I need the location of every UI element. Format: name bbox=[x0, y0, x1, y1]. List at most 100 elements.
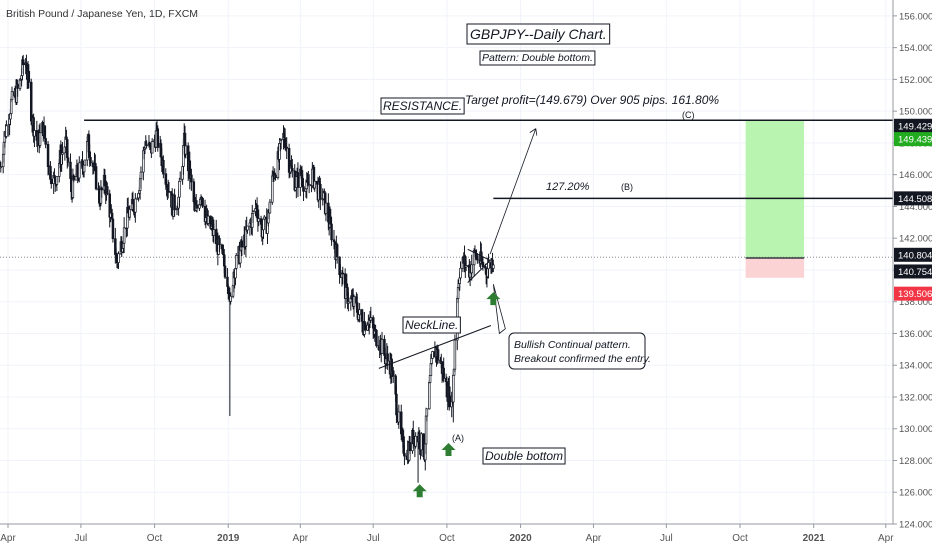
annotation-fib-127: 127.20% bbox=[546, 181, 590, 193]
candle-body bbox=[436, 349, 440, 361]
price-tag-resistance-label: 149.429 bbox=[898, 121, 932, 132]
candle-body bbox=[50, 178, 53, 185]
candle-body bbox=[162, 159, 165, 175]
candle-body bbox=[285, 146, 288, 149]
candle-body bbox=[74, 176, 78, 181]
neckline-line bbox=[378, 325, 492, 369]
annotation-neckline: NeckLine. bbox=[405, 318, 458, 332]
candle-body bbox=[324, 202, 328, 214]
loss-zone bbox=[745, 257, 805, 278]
y-tick-label: 136.000 bbox=[899, 329, 932, 340]
candle-body bbox=[55, 176, 59, 185]
candle-body bbox=[178, 178, 182, 182]
candle-body bbox=[263, 216, 266, 220]
x-tick-label: Jul bbox=[367, 533, 380, 544]
candle-body bbox=[33, 130, 36, 137]
triangle-lower bbox=[467, 260, 491, 283]
candle-body bbox=[397, 411, 401, 423]
candle-body bbox=[16, 83, 19, 89]
candle-body bbox=[134, 198, 137, 213]
candle-body bbox=[195, 204, 199, 209]
y-tick-label: 132.000 bbox=[899, 392, 932, 403]
candle-body bbox=[128, 209, 131, 218]
candle-body bbox=[139, 171, 143, 180]
candle-body bbox=[369, 317, 373, 321]
candle-body bbox=[251, 211, 255, 214]
price-tag-current-label: 140.754 bbox=[898, 267, 932, 278]
callout-box bbox=[508, 332, 646, 370]
candle-body bbox=[178, 180, 181, 198]
x-tick-label: Jul bbox=[74, 533, 87, 544]
candle-body bbox=[167, 191, 171, 193]
candle-body bbox=[313, 180, 317, 189]
x-tick-label: Apr bbox=[586, 533, 602, 544]
candle-body bbox=[428, 375, 432, 383]
candle-body bbox=[94, 166, 98, 190]
x-tick-label: Oct bbox=[439, 533, 455, 544]
y-tick-label: 138.000 bbox=[899, 297, 932, 308]
x-tick-label: Oct bbox=[732, 533, 748, 544]
price-tag-resistance bbox=[894, 118, 932, 133]
up-arrow-breakout bbox=[486, 292, 501, 306]
annotation-title: GBPJPY--Daily Chart. bbox=[470, 26, 607, 42]
candle-body bbox=[173, 194, 176, 211]
candle-body bbox=[448, 386, 451, 408]
candle-body bbox=[428, 382, 431, 410]
candle-body bbox=[117, 253, 120, 263]
candle-body bbox=[145, 144, 148, 147]
annotation-bullish-note-line1: Bullish Continual pattern. bbox=[514, 339, 631, 351]
annotation-box-pattern bbox=[479, 50, 596, 66]
candle-body bbox=[223, 265, 227, 278]
candle-body bbox=[363, 322, 367, 331]
candle-body bbox=[206, 215, 210, 224]
candle-body bbox=[78, 162, 81, 179]
annotation-label-a: (A) bbox=[452, 433, 464, 443]
y-tick-label: 126.000 bbox=[899, 488, 932, 499]
position-box-layer bbox=[0, 120, 893, 278]
projection-arrow-head bbox=[529, 128, 538, 136]
candle-body bbox=[358, 309, 361, 315]
candle-body bbox=[184, 145, 188, 155]
candle-body bbox=[150, 141, 154, 154]
candle-body bbox=[414, 435, 417, 447]
candle-body bbox=[470, 264, 473, 274]
candle-body bbox=[61, 152, 64, 155]
price-tag-target bbox=[894, 132, 932, 147]
x-tick-label: Apr bbox=[0, 533, 16, 544]
x-tick-label: Apr bbox=[293, 533, 309, 544]
annotation-pattern: Pattern: Double bottom. bbox=[482, 52, 593, 64]
x-tick-label: Jul bbox=[660, 533, 673, 544]
candle-body bbox=[296, 172, 300, 188]
candle-body bbox=[212, 229, 216, 236]
y-tick-label: 146.000 bbox=[899, 170, 932, 181]
candle-body bbox=[476, 255, 479, 261]
y-tick-label: 150.000 bbox=[899, 107, 932, 118]
candle-body bbox=[5, 125, 8, 137]
candle-body bbox=[347, 301, 350, 304]
candle-body bbox=[190, 174, 193, 183]
candle-body bbox=[274, 174, 277, 178]
symbol-label: British Pound / Japanese Yen, 1D, FXCM bbox=[6, 8, 198, 20]
candle-body bbox=[43, 125, 47, 139]
y-tick-label: 144.000 bbox=[899, 202, 932, 213]
price-tag-current bbox=[894, 264, 932, 279]
candle-body bbox=[240, 240, 244, 248]
candle-body bbox=[27, 70, 31, 83]
candle-body bbox=[122, 227, 126, 244]
y-tick-label: 134.000 bbox=[899, 361, 932, 372]
candle-body bbox=[106, 186, 109, 195]
candle-body bbox=[156, 128, 160, 148]
annotation-resistance: RESISTANCE. bbox=[383, 99, 462, 113]
candle-body bbox=[425, 408, 429, 417]
projection-arrow bbox=[489, 128, 537, 255]
y-tick-label: 128.000 bbox=[899, 456, 932, 467]
price-tag-1272-label: 144.508 bbox=[898, 194, 932, 205]
price-tag-target-label: 149.439 bbox=[898, 135, 932, 146]
annotation-double_bottom: Double bottom bbox=[485, 449, 563, 463]
candle-body bbox=[268, 201, 272, 214]
candle-body bbox=[335, 244, 339, 258]
x-tick-label: Apr bbox=[878, 533, 894, 544]
candle-body bbox=[341, 272, 345, 275]
